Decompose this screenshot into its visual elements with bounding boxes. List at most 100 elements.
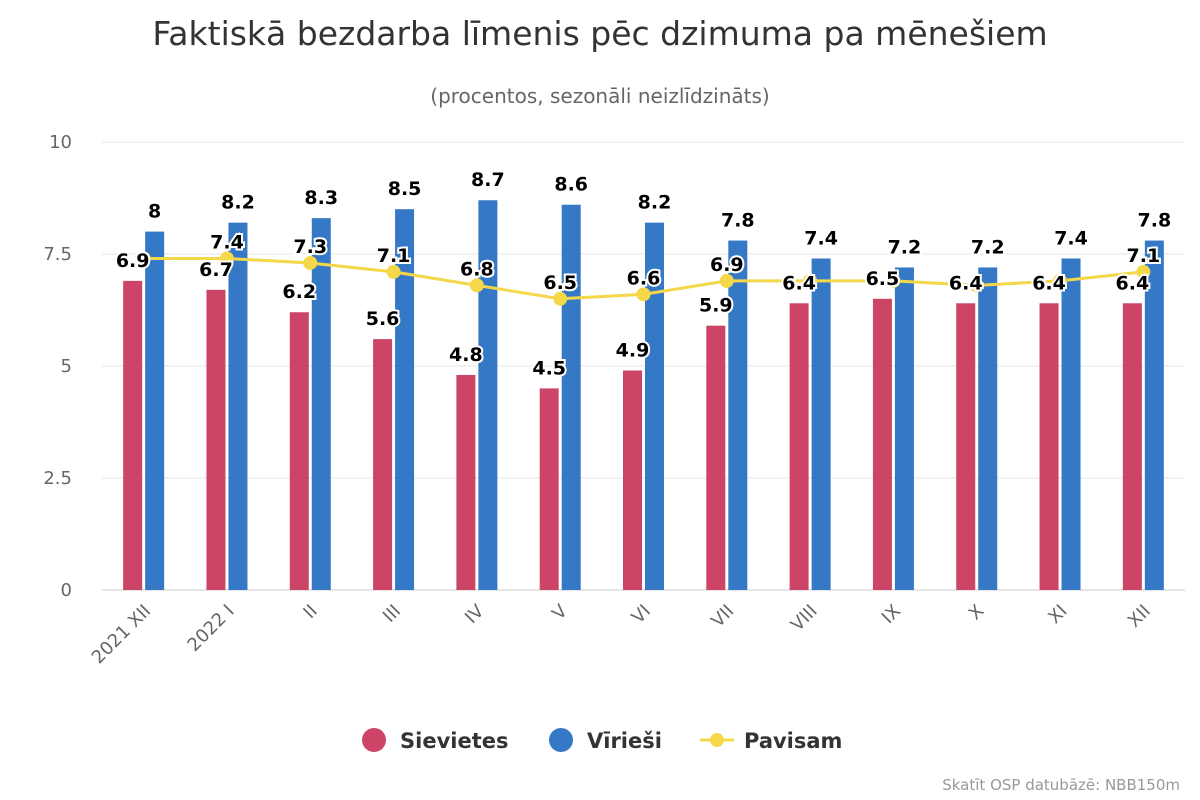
x-tick-label: 2022 I xyxy=(183,601,238,656)
data-label-vīrieši: 7.2 xyxy=(888,236,922,258)
data-label-vīrieši: 8.6 xyxy=(554,174,588,196)
bar-sievietes[interactable] xyxy=(456,374,476,590)
bar-vīrieši[interactable] xyxy=(728,240,748,590)
data-label-vīrieši: 7.8 xyxy=(721,210,755,232)
bar-vīrieši[interactable] xyxy=(228,222,248,590)
y-tick-label: 5 xyxy=(61,356,72,377)
data-label-sievietes: 4.5 xyxy=(532,357,566,379)
data-label-pavisam: 7.4 xyxy=(210,231,244,253)
x-tick-label: XII xyxy=(1124,601,1155,632)
point-pavisam[interactable] xyxy=(219,251,234,266)
legend-marker-icon xyxy=(362,728,386,752)
legend-item-vīrieši[interactable]: Vīrieši xyxy=(587,729,662,753)
data-label-vīrieši: 7.4 xyxy=(804,227,838,249)
bar-vīrieši[interactable] xyxy=(395,209,415,590)
bar-vīrieši[interactable] xyxy=(478,200,498,591)
x-tick-label: V xyxy=(548,600,572,624)
data-label-vīrieši: 8.5 xyxy=(388,178,422,200)
data-label-pavisam: 6.9 xyxy=(710,254,744,276)
chart-subtitle: (procentos, sezonāli neizlīdzināts) xyxy=(430,84,770,108)
x-tick-label: VI xyxy=(628,601,655,628)
y-tick-label: 2.5 xyxy=(43,468,72,489)
x-tick-label: III xyxy=(379,601,405,627)
data-label-sievietes: 6.5 xyxy=(866,268,900,290)
point-pavisam[interactable] xyxy=(636,287,651,302)
data-label-sievietes: 6.4 xyxy=(949,272,983,294)
bar-vīrieši[interactable] xyxy=(311,218,331,590)
bar-vīrieši[interactable] xyxy=(894,267,914,590)
data-label-sievietes: 6.9 xyxy=(116,250,150,272)
data-label-vīrieši: 8.7 xyxy=(471,169,505,191)
bar-vīrieši[interactable] xyxy=(811,258,831,590)
point-pavisam[interactable] xyxy=(469,278,484,293)
x-tick-label: VIII xyxy=(787,601,822,636)
data-label-sievietes: 6.2 xyxy=(282,281,316,303)
data-label-sievietes: 4.9 xyxy=(616,339,650,361)
bar-sievietes[interactable] xyxy=(623,370,642,590)
data-label-pavisam: 6.5 xyxy=(543,272,577,294)
data-label-vīrieši: 8.3 xyxy=(304,187,338,209)
bar-sievietes[interactable] xyxy=(289,312,309,590)
bar-vīrieši[interactable] xyxy=(1061,258,1081,590)
data-label-sievietes: 5.6 xyxy=(366,308,400,330)
bar-sievietes[interactable] xyxy=(206,289,226,590)
bar-sievietes[interactable] xyxy=(706,325,726,590)
point-pavisam[interactable] xyxy=(886,273,901,288)
x-tick-label: XI xyxy=(1044,601,1071,628)
data-label-sievietes: 4.8 xyxy=(449,344,483,366)
point-pavisam[interactable] xyxy=(1136,264,1151,279)
bar-vīrieši[interactable] xyxy=(145,231,165,590)
data-label-vīrieši: 8 xyxy=(148,201,161,223)
point-pavisam[interactable] xyxy=(553,291,568,306)
data-label-pavisam: 7.1 xyxy=(1127,245,1161,267)
point-pavisam[interactable] xyxy=(803,273,818,288)
data-label-sievietes: 6.7 xyxy=(199,259,233,281)
x-tick-label: IV xyxy=(461,600,489,628)
bar-sievietes[interactable] xyxy=(1122,303,1142,590)
data-label-sievietes: 6.4 xyxy=(1116,272,1150,294)
data-label-pavisam: 7.1 xyxy=(377,245,411,267)
point-pavisam[interactable] xyxy=(303,255,318,270)
data-label-sievietes: 6.4 xyxy=(1032,272,1066,294)
data-label-sievietes: 5.9 xyxy=(699,295,733,317)
legend-marker-icon xyxy=(549,728,573,752)
point-pavisam[interactable] xyxy=(136,251,151,266)
bar-vīrieši[interactable] xyxy=(1144,240,1164,590)
y-tick-label: 0 xyxy=(61,580,72,601)
bar-vīrieši[interactable] xyxy=(978,267,998,590)
point-pavisam[interactable] xyxy=(719,273,734,288)
bar-sievietes[interactable] xyxy=(872,298,892,590)
legend-marker-icon xyxy=(710,733,724,747)
point-pavisam[interactable] xyxy=(386,264,401,279)
source-link[interactable]: Skatīt OSP datubāzē: NBB150m xyxy=(942,776,1180,794)
x-tick-label: II xyxy=(299,601,321,623)
bar-sievietes[interactable] xyxy=(123,280,143,590)
data-label-vīrieši: 7.4 xyxy=(1054,227,1088,249)
legend-item-sievietes[interactable]: Sievietes xyxy=(400,729,508,753)
data-label-sievietes: 6.4 xyxy=(782,272,816,294)
point-pavisam[interactable] xyxy=(969,278,984,293)
x-tick-label: 2021 XII xyxy=(88,601,156,669)
bar-sievietes[interactable] xyxy=(789,303,809,590)
point-pavisam[interactable] xyxy=(1053,273,1068,288)
data-label-pavisam: 6.6 xyxy=(627,267,661,289)
data-label-pavisam: 7.3 xyxy=(293,236,327,258)
bar-sievietes[interactable] xyxy=(539,388,559,590)
bar-sievietes[interactable] xyxy=(1039,303,1059,590)
bar-sievietes[interactable] xyxy=(956,303,976,590)
data-label-pavisam: 6.8 xyxy=(460,258,494,280)
y-tick-label: 10 xyxy=(49,132,72,153)
data-label-vīrieši: 8.2 xyxy=(638,192,672,214)
x-tick-label: IX xyxy=(878,601,905,628)
bar-vīrieši[interactable] xyxy=(645,222,664,590)
data-label-vīrieši: 7.8 xyxy=(1138,210,1172,232)
x-tick-label: VII xyxy=(707,601,738,632)
chart-title: Faktiskā bezdarba līmenis pēc dzimuma pa… xyxy=(152,14,1048,53)
legend-item-pavisam[interactable]: Pavisam xyxy=(744,729,842,753)
y-tick-label: 7.5 xyxy=(43,244,72,265)
x-tick-label: X xyxy=(965,601,989,625)
data-label-vīrieši: 7.2 xyxy=(971,236,1005,258)
bar-sievietes[interactable] xyxy=(373,339,393,590)
bar-vīrieši[interactable] xyxy=(561,204,581,590)
